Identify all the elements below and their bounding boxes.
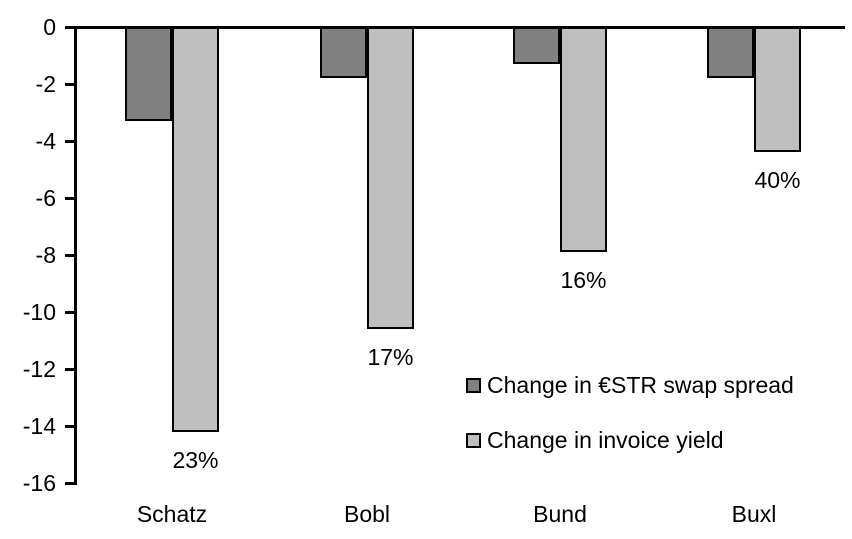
category-label-bobl: Bobl xyxy=(343,501,391,527)
legend-swatch-icon xyxy=(466,432,481,448)
category-label-buxl: Buxl xyxy=(731,501,777,527)
category-label-schatz: Schatz xyxy=(136,501,208,527)
legend-item-series0: Change in €STR swap spread xyxy=(466,373,794,397)
bar-bund-series0 xyxy=(513,27,560,65)
category-label-bund: Bund xyxy=(533,501,587,527)
data-label: 23% xyxy=(172,446,219,473)
y-tick-label: -12 xyxy=(22,356,56,382)
y-axis-line xyxy=(73,25,77,485)
y-tick-mark xyxy=(64,82,74,86)
bar-buxl-series1 xyxy=(754,27,801,153)
data-label: 17% xyxy=(367,344,414,371)
legend-swatch-icon xyxy=(466,377,481,393)
y-tick-label: -4 xyxy=(35,128,56,154)
bar-schatz-series1 xyxy=(172,27,219,432)
bar-bobl-series1 xyxy=(367,27,414,330)
legend-label: Change in €STR swap spread xyxy=(487,372,794,398)
bar-bobl-series0 xyxy=(320,27,367,79)
y-tick-mark xyxy=(64,139,74,143)
y-tick-label: -8 xyxy=(35,242,56,268)
y-tick-label: -10 xyxy=(22,299,56,325)
bar-bund-series1 xyxy=(560,27,607,253)
y-tick-label: -16 xyxy=(22,470,56,496)
y-tick-mark xyxy=(64,367,74,371)
bar-buxl-series0 xyxy=(707,27,754,79)
y-tick-label: -6 xyxy=(35,185,56,211)
data-label: 16% xyxy=(560,267,607,294)
y-tick-label: -14 xyxy=(22,413,56,439)
y-tick-mark xyxy=(64,424,74,428)
y-tick-label: -2 xyxy=(35,71,56,97)
y-tick-mark xyxy=(64,253,74,257)
data-label: 40% xyxy=(754,167,801,194)
legend-label: Change in invoice yield xyxy=(487,427,724,453)
y-tick-label: 0 xyxy=(43,14,56,40)
legend-item-series1: Change in invoice yield xyxy=(466,428,794,452)
legend: Change in €STR swap spread Change in invo… xyxy=(466,373,794,452)
x-axis-line xyxy=(73,25,845,29)
y-tick-mark xyxy=(64,310,74,314)
bar-schatz-series0 xyxy=(125,27,172,122)
y-tick-mark xyxy=(64,25,74,29)
y-tick-mark xyxy=(64,481,74,485)
y-tick-mark xyxy=(64,196,74,200)
